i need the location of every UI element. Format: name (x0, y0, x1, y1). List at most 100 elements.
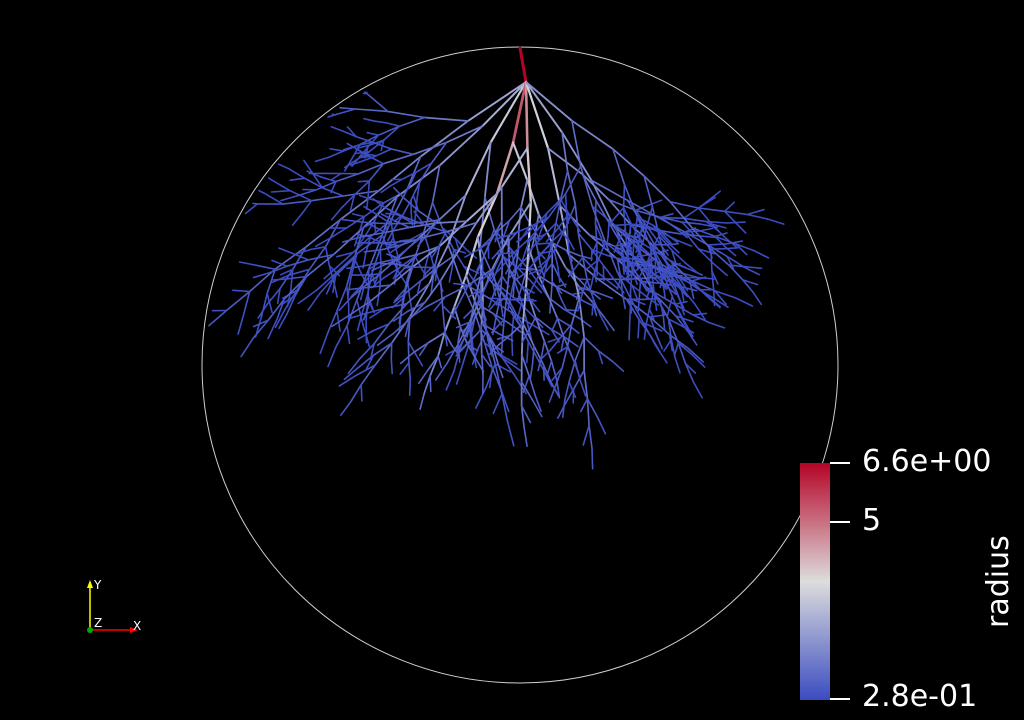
vessel-segment (412, 141, 448, 156)
vessel-segment (372, 198, 385, 208)
vessel-segment (580, 278, 588, 297)
vessel-segment (561, 131, 569, 172)
vessel-segment (289, 268, 294, 291)
vessel-segment (438, 194, 467, 221)
vessel-segment (664, 233, 679, 243)
vessel-segment (675, 284, 689, 298)
vessel-segment (323, 265, 339, 280)
vessel-segment (303, 177, 324, 189)
vessel-segment (379, 247, 382, 270)
vessel-segment (271, 259, 288, 268)
vessel-segment (252, 319, 270, 340)
vessel-segment (501, 357, 522, 372)
vessel-segment (671, 249, 677, 265)
vessel-segment (349, 383, 363, 403)
vessel-segment (424, 263, 437, 275)
vessel-segment (413, 196, 420, 212)
vessel-segment (523, 236, 532, 255)
vessel-segment (499, 353, 518, 365)
vessel-segment (431, 164, 441, 204)
vessel-segment (692, 314, 710, 324)
vessel-segment (546, 242, 553, 261)
vessel-segment (331, 313, 352, 328)
vessel-segment (714, 235, 727, 249)
vessel-segment (508, 322, 523, 334)
vessel-segment (492, 282, 497, 297)
vessel-segment (667, 318, 673, 341)
colorbar-gradient (800, 463, 830, 700)
vessel-segment (534, 242, 552, 245)
vessel-segment (705, 294, 721, 309)
vessel-segment (541, 272, 546, 288)
vessel-segment (525, 340, 530, 364)
vessel-segment (657, 216, 686, 233)
vessel-segment (335, 324, 348, 348)
vessel-segment (604, 241, 619, 273)
vessel-segment (349, 160, 364, 166)
vessel-segment (386, 208, 406, 218)
vessel-segment (445, 125, 484, 144)
vessel-segment (564, 336, 579, 348)
vessel-segment (628, 260, 640, 279)
vessel-segment (336, 310, 341, 332)
vessel-segment (623, 257, 627, 273)
vessel-segment (363, 205, 378, 215)
vessel-segment (596, 278, 628, 301)
vessel-segment (465, 192, 498, 223)
vessel-segment (410, 181, 421, 201)
vessel-segment (287, 268, 311, 277)
vessel-segment (616, 271, 632, 300)
vessel-segment (714, 298, 729, 309)
vessel-segment (266, 292, 273, 314)
vessel-segment (366, 92, 389, 113)
vessel-segment (455, 342, 469, 357)
vessel-segment (390, 148, 415, 156)
vessel-segment (355, 364, 376, 377)
vessel-segment (597, 349, 604, 365)
vessel-segment (616, 271, 634, 287)
vessel-segment (649, 316, 671, 336)
vessel-segment (710, 223, 727, 229)
vessel-segment (541, 249, 555, 254)
vessel-segment (384, 226, 411, 234)
vessel-segment (301, 199, 313, 215)
vessel-segment (425, 222, 437, 236)
vessel-segment (570, 291, 583, 296)
vessel-segment (343, 159, 357, 169)
vessel-segment (572, 369, 585, 390)
vessel-segment (508, 268, 522, 287)
vessel-segment (491, 249, 501, 260)
vessel-segment (483, 341, 494, 369)
vessel-segment (266, 287, 281, 305)
vessel-segment (419, 393, 425, 411)
vessel-segment (592, 259, 600, 278)
vessel-segment (278, 247, 295, 255)
vessel-segment (346, 324, 351, 345)
vessel-segment (291, 212, 303, 226)
vessel-segment (687, 347, 704, 363)
vessel-segment (283, 289, 298, 311)
vessel-segment (565, 215, 569, 239)
vessel-segment (404, 216, 425, 226)
vessel-segment (708, 321, 726, 329)
vessel-segment (404, 318, 411, 338)
vessel-segment (368, 261, 380, 271)
vessel-segment (602, 264, 605, 282)
vessel-segment (386, 253, 402, 260)
vessel-segment (354, 151, 370, 161)
vessel-segment (492, 316, 497, 336)
vessel-segment (657, 216, 685, 220)
vessel-segment (381, 241, 399, 244)
vessel-segment (361, 231, 387, 238)
vessel-segment (288, 275, 308, 280)
vessel-segment (692, 380, 703, 399)
vessel-segment (321, 186, 345, 197)
vessel-segment (522, 322, 535, 348)
vessel-segment (356, 141, 374, 147)
vessel-segment (286, 259, 310, 268)
vessel-segment (639, 277, 651, 294)
vessel-segment (522, 287, 527, 325)
vessel-segment (392, 318, 411, 335)
vessel-segment (741, 278, 759, 286)
